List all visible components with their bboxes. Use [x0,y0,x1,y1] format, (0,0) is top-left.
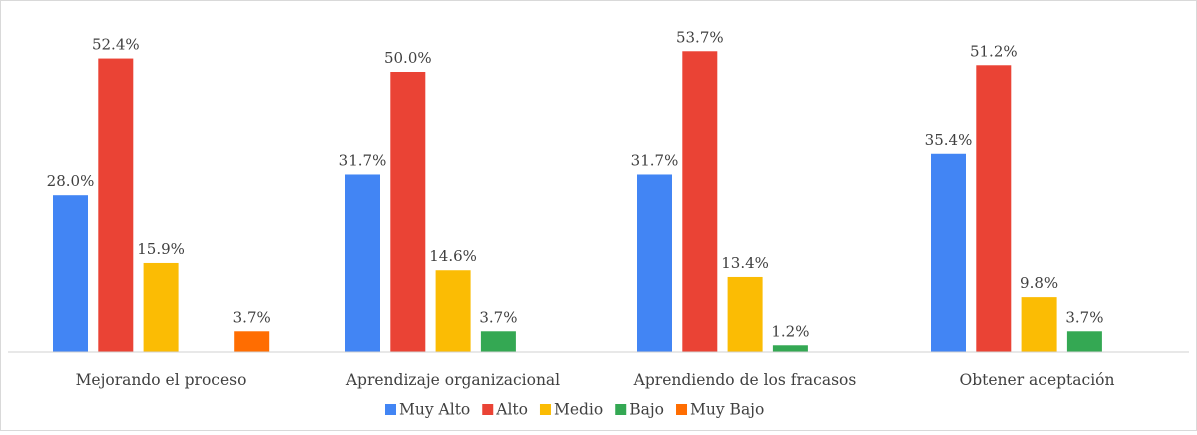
data-label-muy-alto-4: 35.4% [925,131,973,149]
bar-bajo-4 [1066,331,1102,352]
data-label-muy-alto-1: 28.0% [47,172,95,190]
legend-swatch-muy-alto [385,404,396,415]
bar-muy-alto-1 [53,195,88,352]
legend-label-medio: Medio [554,401,603,419]
bars-layer: 28.0% 31.7% 31.7% 35.4% 52.4% 50.0% 53.7% 51.2%… [47,28,1103,353]
legend: Muy Alto Alto Medio Bajo Muy Bajo [385,401,764,419]
bar-medio-2 [435,270,471,352]
legend-label-bajo: Bajo [629,401,664,419]
bar-medio-4 [1021,297,1057,352]
data-label-alto-2: 50.0% [384,49,432,67]
data-label-alto-3: 53.7% [676,28,724,46]
category-labels: Mejorando el proceso Aprendizaje organiza… [76,371,1115,389]
bar-medio-3 [727,276,763,352]
legend-label-muy-bajo: Muy Bajo [690,401,764,419]
data-label-medio-2: 14.6% [429,247,477,265]
data-label-alto-4: 51.2% [970,42,1018,60]
data-label-muy-bajo-1: 3.7% [233,308,271,326]
bar-medio-1 [143,262,179,352]
category-label-4: Obtener aceptación [960,371,1115,389]
bar-alto-1 [98,58,134,353]
data-label-medio-3: 13.4% [721,254,769,272]
category-label-2: Aprendizaje organizacional [345,371,560,389]
data-label-bajo-2: 3.7% [479,308,517,326]
data-label-muy-alto-3: 31.7% [631,151,679,169]
bar-muy-alto-4 [931,153,966,352]
data-label-alto-1: 52.4% [92,36,140,54]
legend-label-muy-alto: Muy Alto [399,401,470,419]
legend-swatch-medio [539,404,551,415]
data-label-muy-alto-2: 31.7% [339,151,387,169]
legend-label-alto: Alto [495,401,528,419]
bar-alto-2 [390,72,426,352]
bar-muy-bajo-1 [234,331,270,352]
legend-swatch-bajo [615,404,627,415]
bar-bajo-3 [772,345,808,352]
legend-swatch-alto [482,404,494,415]
bar-alto-3 [682,51,718,352]
bar-muy-alto-3 [637,174,672,352]
data-label-medio-1: 15.9% [137,240,185,258]
data-label-bajo-3: 1.2% [771,322,809,340]
legend-swatch-muy-bajo [676,404,688,415]
category-label-1: Mejorando el proceso [76,371,247,389]
data-label-medio-4: 9.8% [1020,274,1058,292]
bar-muy-alto-2 [345,174,380,352]
bar-alto-4 [976,65,1012,352]
category-label-3: Aprendiendo de los fracasos [633,371,857,389]
data-label-bajo-4: 3.7% [1065,308,1103,326]
bar-bajo-2 [480,331,516,352]
